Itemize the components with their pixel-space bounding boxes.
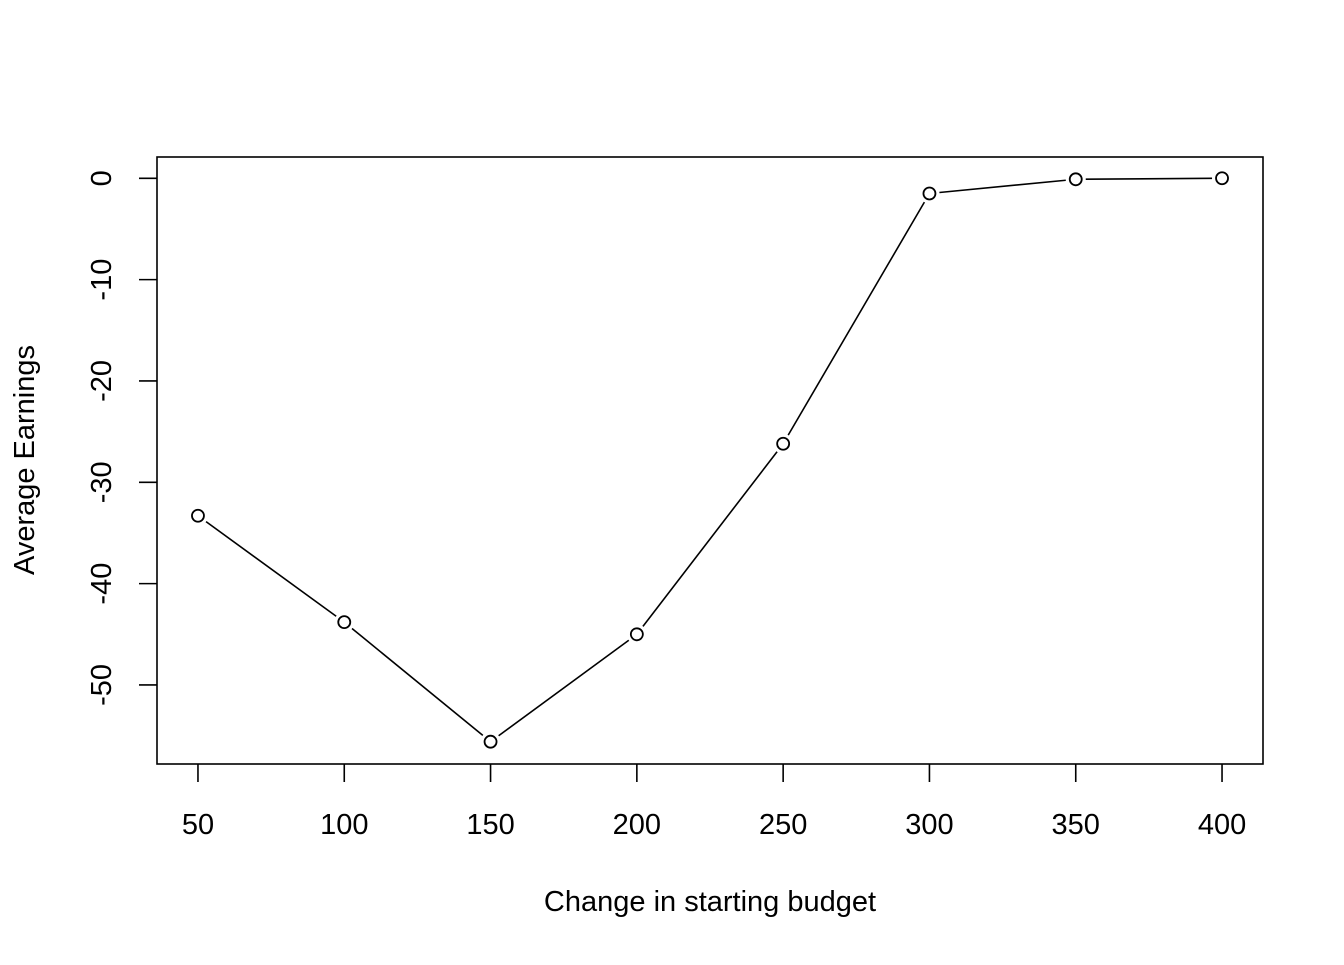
x-tick-label: 200 bbox=[613, 809, 661, 841]
x-tick-label: 100 bbox=[320, 809, 368, 841]
x-tick-label: 300 bbox=[905, 809, 953, 841]
x-tick-label: 400 bbox=[1198, 809, 1246, 841]
axes-layer: 50 100 150 200 250 300 350 400 -50 -40 -30 -20 -10 0 bbox=[86, 156, 1264, 841]
x-axis-label: Change in starting budget bbox=[544, 886, 876, 918]
series-layer bbox=[205, 177, 1213, 737]
series-line-segment bbox=[351, 627, 484, 736]
series-line-segment bbox=[787, 201, 926, 436]
y-tick-label: -10 bbox=[86, 259, 118, 301]
series-line-segment bbox=[642, 451, 778, 627]
x-tick-label: 350 bbox=[1052, 809, 1100, 841]
plot-frame bbox=[156, 156, 1264, 765]
data-point bbox=[629, 627, 644, 642]
y-tick-label: -30 bbox=[86, 461, 118, 503]
y-tick-label: 0 bbox=[86, 170, 118, 186]
x-tick-label: 150 bbox=[466, 809, 514, 841]
series-line-segment bbox=[498, 639, 630, 737]
series-line-segment bbox=[205, 520, 337, 617]
data-point bbox=[1215, 171, 1229, 186]
data-point bbox=[776, 436, 791, 451]
points-layer bbox=[191, 171, 1229, 749]
data-point bbox=[483, 734, 498, 749]
y-tick-label: -20 bbox=[86, 360, 118, 402]
x-tick-label: 50 bbox=[182, 809, 214, 841]
data-point bbox=[191, 508, 205, 523]
data-point bbox=[1068, 172, 1083, 187]
x-tick-label: 250 bbox=[759, 809, 807, 841]
y-axis-label: Average Earnings bbox=[9, 345, 41, 575]
series-line-segment bbox=[939, 179, 1066, 194]
data-point bbox=[337, 615, 352, 630]
y-tick-label: -50 bbox=[86, 664, 118, 706]
y-tick-label: -40 bbox=[86, 563, 118, 605]
series-line-segment bbox=[1085, 177, 1213, 181]
data-point bbox=[922, 186, 937, 201]
